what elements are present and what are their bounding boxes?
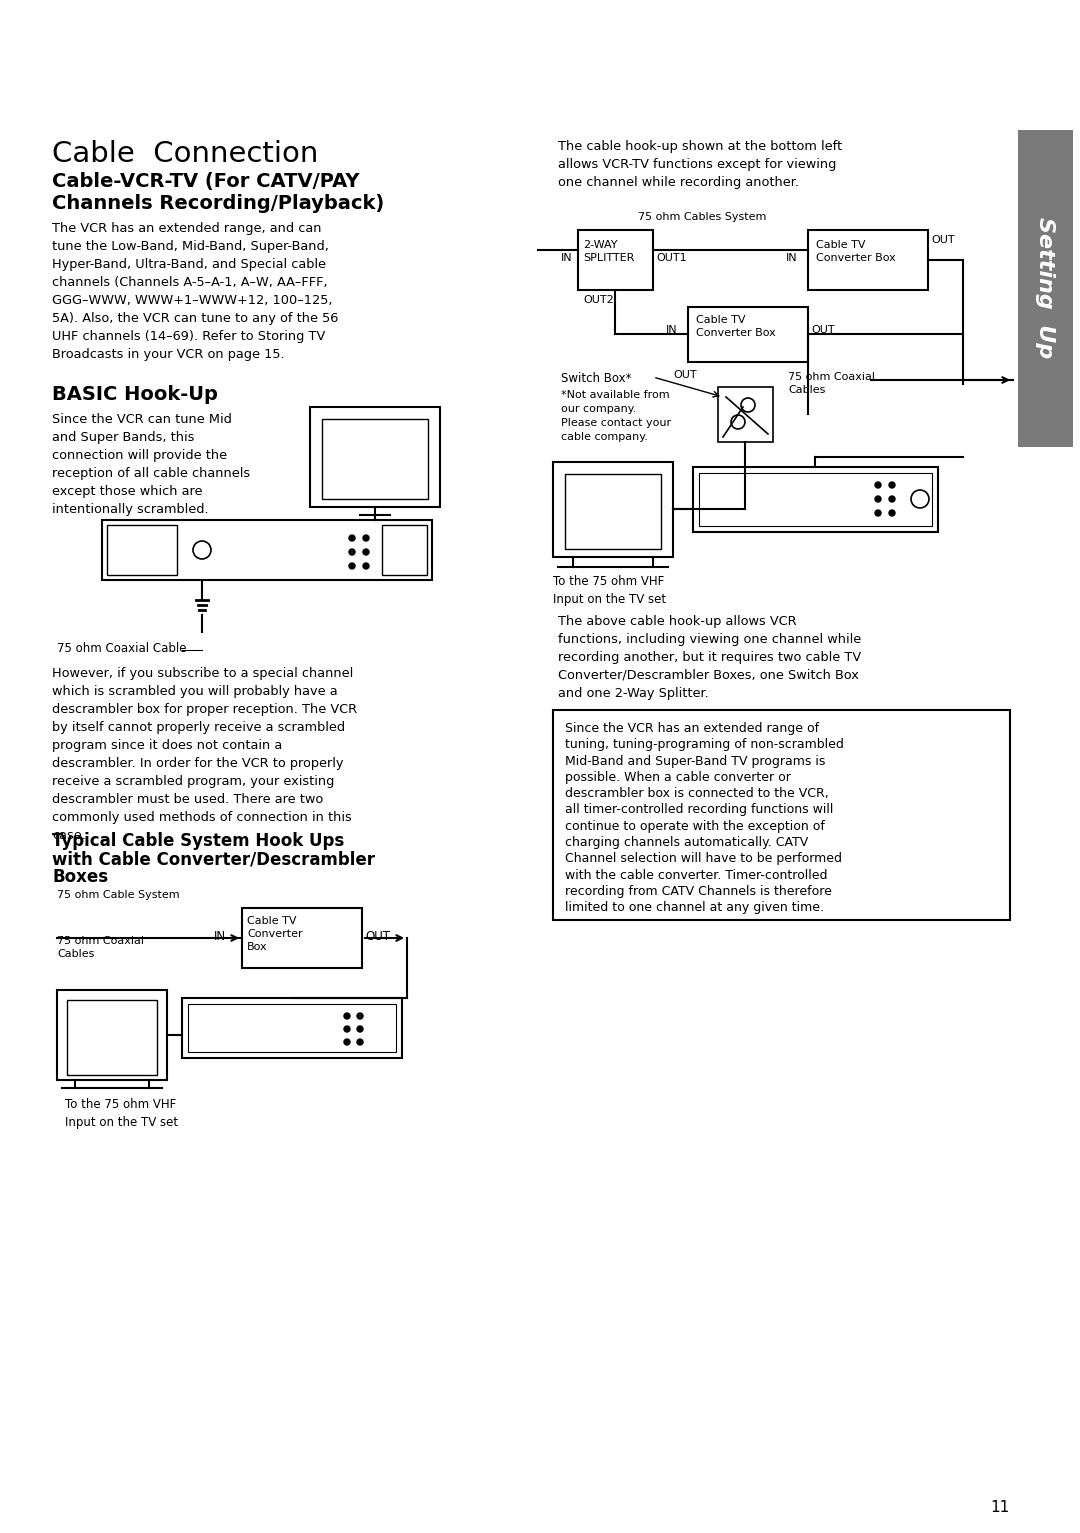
Text: possible. When a cable converter or: possible. When a cable converter or [565,771,791,783]
Text: OUT: OUT [673,369,697,380]
Circle shape [357,1026,363,1032]
Bar [242,908,362,967]
Bar [67,1000,157,1075]
Text: OUT: OUT [931,235,955,245]
Bar [188,1004,396,1052]
Circle shape [875,497,881,501]
Text: charging channels automatically. CATV: charging channels automatically. CATV [565,835,808,849]
Text: Since the VCR can tune Mid
and Super Bands, this
connection will provide the
rec: Since the VCR can tune Mid and Super Ban… [52,412,251,517]
Circle shape [349,535,355,541]
Text: However, if you subscribe to a special channel
which is scrambled you will proba: However, if you subscribe to a special c… [52,667,357,842]
Text: Channels Recording/Playback): Channels Recording/Playback) [52,195,384,213]
Text: IN: IN [666,325,677,336]
Text: Switch Box*: Switch Box* [561,373,632,385]
Bar [699,477,932,478]
Bar [578,230,653,290]
Circle shape [889,497,895,501]
Text: The cable hook-up shown at the bottom left
allows VCR-TV functions except for vi: The cable hook-up shown at the bottom le… [558,140,842,189]
Text: IN: IN [561,253,572,264]
Bar [718,386,773,442]
Text: The above cable hook-up allows VCR
functions, including viewing one channel whil: The above cable hook-up allows VCR funct… [558,615,861,701]
Text: 75 ohm Cable System: 75 ohm Cable System [57,891,179,900]
Text: IN: IN [786,253,798,264]
Text: Cable TV
Converter Box: Cable TV Converter Box [696,314,775,339]
Bar [553,710,1010,920]
Circle shape [345,1013,350,1019]
Bar [107,524,177,575]
Bar [57,990,167,1081]
Text: Setting  Up: Setting Up [1035,218,1055,359]
Text: continue to operate with the exception of: continue to operate with the exception o… [565,820,825,832]
Text: descrambler box is connected to the VCR,: descrambler box is connected to the VCR, [565,788,828,800]
Bar [699,474,932,475]
Bar [382,524,427,575]
Bar [699,474,932,526]
Bar [322,419,428,500]
Circle shape [875,481,881,487]
Text: BASIC Hook-Up: BASIC Hook-Up [52,385,218,405]
Text: IN: IN [214,931,226,943]
Text: OUT2: OUT2 [583,294,613,305]
Text: Cable-VCR-TV (For CATV/PAY: Cable-VCR-TV (For CATV/PAY [52,172,360,192]
Text: Typical Cable System Hook Ups: Typical Cable System Hook Ups [52,832,345,849]
Bar [808,230,928,290]
Circle shape [363,535,369,541]
Circle shape [349,549,355,555]
Circle shape [345,1026,350,1032]
Text: all timer-controlled recording functions will: all timer-controlled recording functions… [565,803,834,817]
Text: 2-WAY
SPLITTER: 2-WAY SPLITTER [583,241,634,264]
Text: *Not available from
our company.
Please contact your
cable company.: *Not available from our company. Please … [561,389,671,442]
Text: Mid-Band and Super-Band TV programs is: Mid-Band and Super-Band TV programs is [565,754,825,768]
Circle shape [889,481,895,487]
Bar [183,998,402,1058]
Bar [310,406,440,507]
Bar [693,468,939,532]
Text: To the 75 ohm VHF
Input on the TV set: To the 75 ohm VHF Input on the TV set [553,575,666,606]
Text: The VCR has an extended range, and can
tune the Low-Band, Mid-Band, Super-Band,
: The VCR has an extended range, and can t… [52,222,338,360]
Bar [1018,130,1074,448]
Circle shape [349,563,355,569]
Text: Cable TV
Converter
Box: Cable TV Converter Box [247,917,302,952]
Circle shape [357,1039,363,1046]
Text: 75 ohm Coaxial
Cables: 75 ohm Coaxial Cables [788,373,875,396]
Text: recording from CATV Channels is therefore: recording from CATV Channels is therefor… [565,885,832,898]
Bar [688,307,808,362]
Circle shape [345,1039,350,1046]
Text: Boxes: Boxes [52,868,108,886]
Circle shape [363,563,369,569]
Bar [699,481,932,483]
Bar [565,474,661,549]
Text: 75 ohm Coaxial
Cables: 75 ohm Coaxial Cables [57,937,144,960]
Text: OUT: OUT [365,931,390,943]
Circle shape [363,549,369,555]
Text: OUT1: OUT1 [656,253,687,264]
Text: To the 75 ohm VHF
Input on the TV set: To the 75 ohm VHF Input on the TV set [65,1098,178,1128]
Circle shape [875,510,881,517]
Bar [102,520,432,579]
Text: Channel selection will have to be performed: Channel selection will have to be perfor… [565,852,842,866]
Text: OUT: OUT [811,325,835,336]
Circle shape [357,1013,363,1019]
Text: with Cable Converter/Descrambler: with Cable Converter/Descrambler [52,849,375,868]
Text: 75 ohm Coaxial Cable: 75 ohm Coaxial Cable [57,642,187,655]
Text: with the cable converter. Timer-controlled: with the cable converter. Timer-controll… [565,869,827,881]
Circle shape [889,510,895,517]
Text: limited to one channel at any given time.: limited to one channel at any given time… [565,901,824,914]
Text: Since the VCR has an extended range of: Since the VCR has an extended range of [565,722,819,734]
Text: 75 ohm Cables System: 75 ohm Cables System [638,212,767,222]
Text: 11: 11 [990,1499,1010,1515]
Text: Cable  Connection: Cable Connection [52,140,319,169]
Bar [553,461,673,556]
Text: Cable TV
Converter Box: Cable TV Converter Box [816,241,895,264]
Text: tuning, tuning-programing of non-scrambled: tuning, tuning-programing of non-scrambl… [565,739,843,751]
